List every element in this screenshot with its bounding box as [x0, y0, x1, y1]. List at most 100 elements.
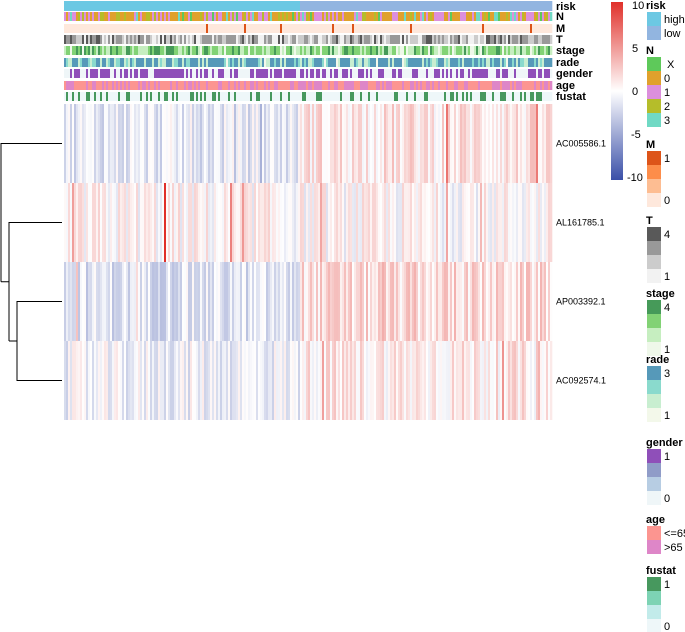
annotation-cell-N: [366, 12, 369, 21]
heatmap-cell: [314, 104, 317, 183]
heatmap-cell: [150, 262, 153, 341]
heatmap-cell: [358, 341, 361, 420]
annotation-cell-N: [464, 12, 467, 21]
legend-label-risk: low: [664, 28, 681, 40]
annotation-cell-rade: [236, 58, 239, 67]
annotation-cell-gender: [522, 69, 525, 78]
annotation-cell-rade: [484, 58, 487, 67]
annotation-cell-N: [482, 12, 485, 21]
annotation-cell-fustat: [524, 92, 527, 101]
annotation-cell-gender: [386, 69, 389, 78]
dendrogram-branch: [0, 143, 62, 282]
heatmap-cell: [126, 262, 129, 341]
heatmap-cell: [158, 104, 161, 183]
annotation-cell-fustat: [278, 92, 281, 101]
annotation-cell-risk: [438, 1, 441, 11]
heatmap-cell: [116, 262, 119, 341]
annotation-cell-fustat: [204, 92, 207, 101]
annotation-cell-T: [382, 35, 385, 44]
annotation-cell-gender: [486, 69, 489, 78]
heatmap-cell: [286, 183, 289, 262]
annotation-cell-fustat: [200, 92, 203, 101]
annotation-cell-T: [232, 35, 235, 44]
heatmap-cell: [526, 183, 529, 262]
annotation-cell-T: [154, 35, 157, 44]
annotation-cell-gender: [284, 69, 287, 78]
annotation-cell-rade: [272, 58, 275, 67]
heatmap-cell: [112, 183, 115, 262]
annotation-cell-fustat: [380, 92, 383, 101]
annotation-cell-risk: [508, 1, 511, 11]
annotation-cell-age: [130, 81, 133, 90]
annotation-cell-risk: [212, 1, 215, 11]
heatmap-cell: [414, 183, 417, 262]
annotation-cell-N: [398, 12, 401, 21]
annotation-cell-risk: [452, 1, 455, 11]
annotation-cell-age: [504, 81, 507, 90]
annotation-cell-rade: [240, 58, 243, 67]
annotation-cell-age: [520, 81, 523, 90]
heatmap-cell: [222, 104, 225, 183]
annotation-cell-stage: [308, 46, 311, 55]
annotation-cell-N: [382, 12, 385, 21]
annotation-cell-rade: [230, 58, 233, 67]
annotation-cell-gender: [390, 69, 393, 78]
heatmap-cell: [192, 104, 195, 183]
heatmap-cell: [472, 262, 475, 341]
annotation-cell-stage: [78, 46, 81, 55]
annotation-cell-fustat: [322, 92, 325, 101]
annotation-cell-stage: [262, 46, 265, 55]
heatmap-cell: [498, 262, 501, 341]
annotation-cell-rade: [404, 58, 407, 67]
heatmap-cell: [242, 104, 245, 183]
annotation-cell-T: [338, 35, 341, 44]
heatmap-cell: [438, 183, 441, 262]
heatmap-cell: [348, 262, 351, 341]
annotation-cell-T: [246, 35, 249, 44]
heatmap-cell: [164, 183, 167, 262]
annotation-cell-rade: [472, 58, 475, 67]
annotation-cell-risk: [264, 1, 267, 11]
annotation-cell-fustat: [182, 92, 185, 101]
heatmap-cell: [378, 104, 381, 183]
annotation-cell-rade: [542, 58, 545, 67]
heatmap-cell: [146, 341, 149, 420]
annotation-cell-gender: [210, 69, 213, 78]
annotation-cell-fustat: [262, 92, 265, 101]
heatmap-cell: [170, 104, 173, 183]
annotation-cell-risk: [408, 1, 411, 11]
heatmap-cell: [248, 262, 251, 341]
heatmap-cell: [310, 341, 313, 420]
annotation-cell-risk: [70, 1, 73, 11]
heatmap-cell: [320, 183, 323, 262]
heatmap-cell: [460, 262, 463, 341]
annotation-cell-T: [472, 35, 475, 44]
annotation-cell-T: [222, 35, 225, 44]
heatmap-cell: [120, 183, 123, 262]
annotation-cell-T: [448, 35, 451, 44]
annotation-cell-rade: [214, 58, 217, 67]
annotation-cell-rade: [378, 58, 381, 67]
annotation-cell-risk: [110, 1, 113, 11]
annotation-cell-age: [366, 81, 369, 90]
annotation-cell-age: [264, 81, 267, 90]
annotation-cell-N: [268, 12, 271, 21]
heatmap-cell: [332, 262, 335, 341]
annotation-cell-risk: [322, 1, 325, 11]
annotation-cell-T: [134, 35, 137, 44]
heatmap-cell: [108, 183, 111, 262]
annotation-cell-T: [82, 35, 85, 44]
annotation-cell-stage: [462, 46, 465, 55]
annotation-cell-age: [354, 81, 357, 90]
annotation-cell-T: [398, 35, 401, 44]
annotation-cell-fustat: [420, 92, 423, 101]
heatmap-cell: [426, 262, 429, 341]
annotation-cell-T: [130, 35, 133, 44]
annotation-cell-T: [464, 35, 467, 44]
annotation-cell-risk: [236, 1, 239, 11]
annotation-cell-gender: [148, 69, 151, 78]
heatmap-cell: [110, 341, 113, 420]
annotation-cell-fustat: [330, 92, 333, 101]
annotation-cell-risk: [120, 1, 123, 11]
annotation-cell-gender: [438, 69, 441, 78]
